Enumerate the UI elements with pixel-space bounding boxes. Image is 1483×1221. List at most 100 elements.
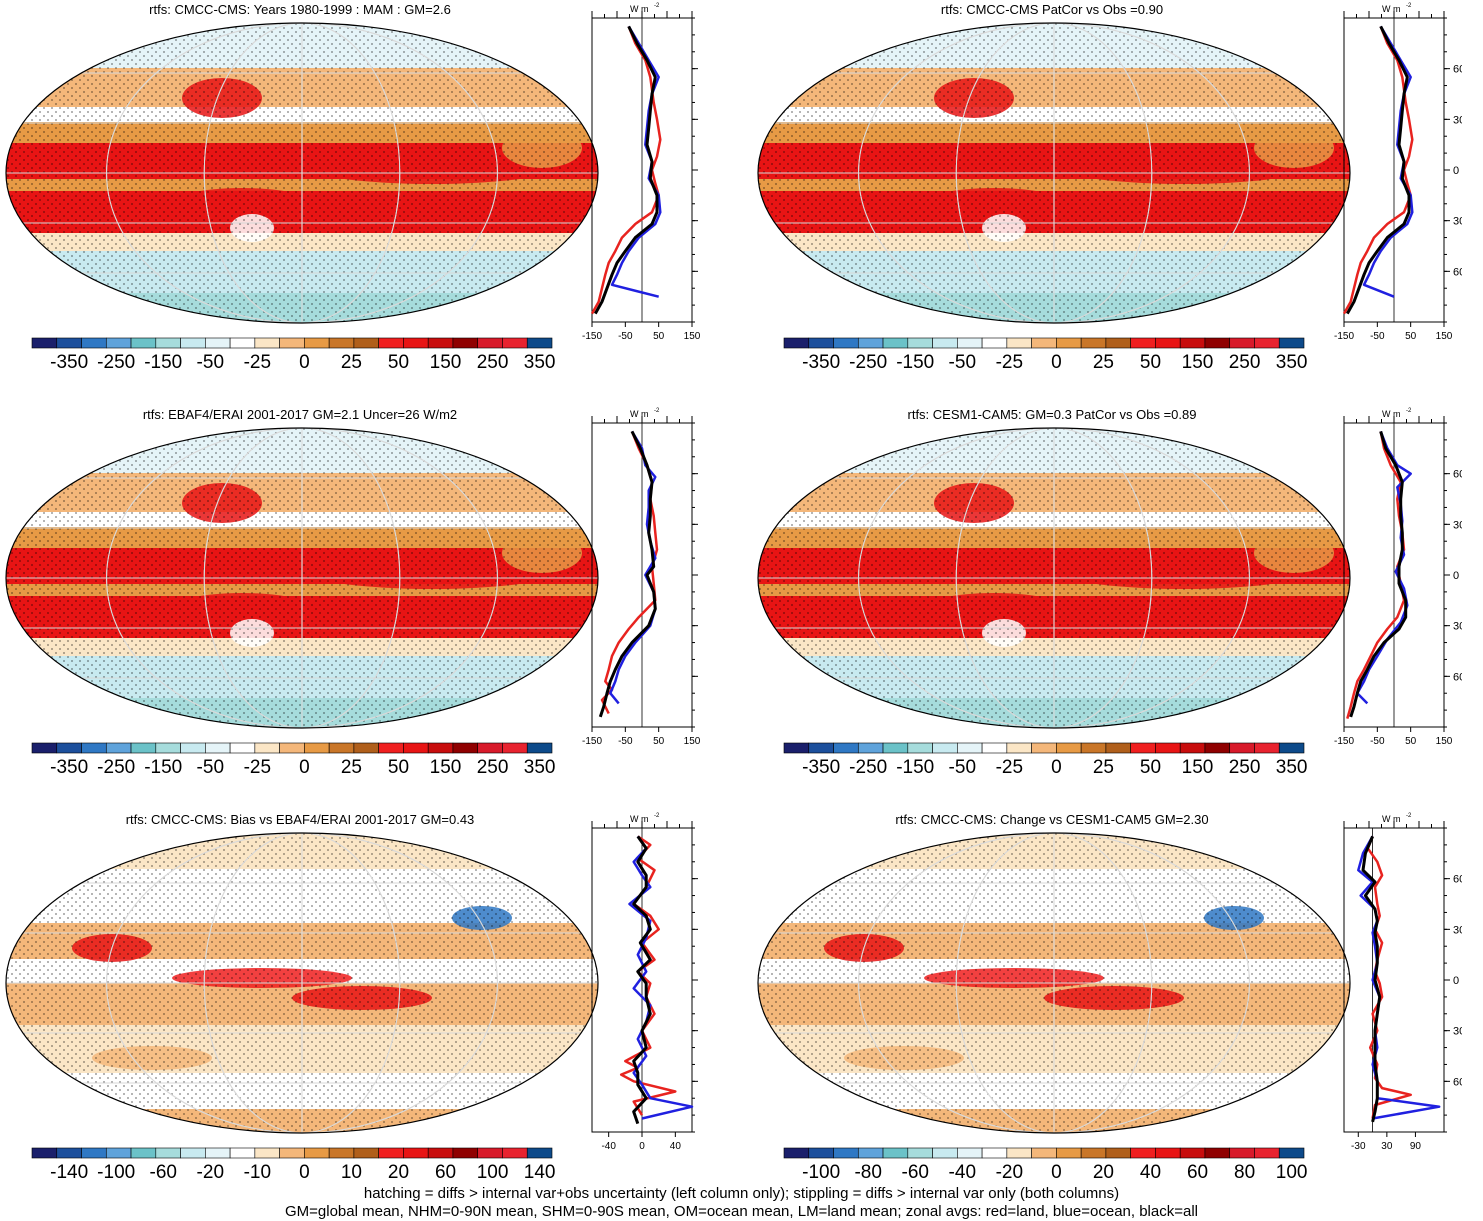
zonal-lat-tick: 30N xyxy=(1453,519,1462,531)
colorbar-swatch xyxy=(783,337,810,349)
colorbar-swatch xyxy=(857,742,884,754)
colorbar-tick-label: 100 xyxy=(477,1162,509,1183)
colorbar-swatch xyxy=(31,742,58,754)
colorbar: -350 -250 -150 -50 -25 0 25 50 150 250 350 xyxy=(783,337,1307,373)
colorbar-tick-label: -50 xyxy=(949,352,976,373)
colorbar-tick-label: -25 xyxy=(244,757,271,778)
map xyxy=(5,427,599,729)
colorbar-swatch xyxy=(981,1147,1008,1159)
zonal-series-black xyxy=(632,835,652,1125)
colorbar-tick-label: 350 xyxy=(524,757,556,778)
colorbar-tick-label: 250 xyxy=(477,757,509,778)
zonal-unit-label: W m xyxy=(1382,4,1401,14)
zonal-lat-tick: 0 xyxy=(1453,975,1459,987)
colorbar-swatch xyxy=(957,337,983,349)
zonal-x-tick: 50 xyxy=(1405,331,1417,342)
zonal-series-black xyxy=(1361,835,1382,1123)
zonal-x-tick: 150 xyxy=(684,736,700,747)
zonal-x-tick: -50 xyxy=(618,331,633,342)
colorbar-swatch xyxy=(1130,742,1156,754)
zonal-mean-plot: W m -2 60N 30N 0 30S 60S -30 30 90 xyxy=(1343,813,1462,1152)
colorbar-swatch xyxy=(304,1147,330,1159)
colorbar-tick-label: -100 xyxy=(97,1162,135,1183)
map xyxy=(5,832,599,1134)
colorbar-swatch xyxy=(254,1147,280,1159)
zonal-x-tick: -150 xyxy=(1334,736,1354,747)
colorbar-swatch xyxy=(229,337,256,349)
zonal-series-blue xyxy=(1362,25,1414,298)
colorbar-swatch xyxy=(328,337,355,349)
panel-1: rtfs: CMCC-CMS: Years 1980-1999 : MAM : … xyxy=(0,0,700,395)
colorbar: -350 -250 -150 -50 -25 0 25 50 150 250 350 xyxy=(31,742,556,778)
zonal-lat-tick: 30N xyxy=(1453,924,1462,936)
colorbar-swatch xyxy=(81,742,107,754)
colorbar-swatch xyxy=(1006,742,1032,754)
colorbar-tick-label: -350 xyxy=(50,352,88,373)
colorbar-swatch xyxy=(130,1147,157,1159)
zonal-x-tick: 50 xyxy=(1405,736,1417,747)
map xyxy=(757,22,1351,324)
zonal-unit-exponent: -2 xyxy=(1406,408,1412,414)
colorbar-swatch xyxy=(56,337,82,349)
colorbar-swatch xyxy=(932,742,958,754)
colorbar-swatch xyxy=(932,337,958,349)
colorbar-swatch xyxy=(1031,742,1057,754)
colorbar-tick-label: 250 xyxy=(1229,352,1261,373)
zonal-unit-label: W m xyxy=(630,409,649,419)
colorbar-swatch xyxy=(932,1147,958,1159)
colorbar-tick-label: 60 xyxy=(1187,1162,1208,1183)
zonal-series-black xyxy=(598,430,657,718)
zonal-series-blue xyxy=(1356,430,1412,705)
colorbar-swatch xyxy=(205,337,231,349)
zonal-x-tick: 50 xyxy=(653,331,665,342)
colorbar-tick-label: 0 xyxy=(1051,352,1062,373)
colorbar-swatch xyxy=(130,742,157,754)
zonal-lat-tick: 60S xyxy=(1453,266,1462,278)
colorbar-tick-label: 40 xyxy=(1140,1162,1161,1183)
colorbar-swatch xyxy=(205,742,231,754)
zonal-lat-tick: 60S xyxy=(1453,1076,1462,1088)
colorbar-tick-label: 20 xyxy=(1093,1162,1114,1183)
colorbar-swatch xyxy=(981,337,1008,349)
zonal-x-tick: 40 xyxy=(670,1141,682,1152)
zonal-lat-tick: 30N xyxy=(1453,114,1462,126)
zonal-series-red xyxy=(1342,25,1414,315)
zonal-lat-tick: 60N xyxy=(1453,469,1462,481)
colorbar-swatch xyxy=(1105,337,1131,349)
colorbar-swatch xyxy=(907,1147,933,1159)
colorbar-tick-label: 250 xyxy=(477,352,509,373)
colorbar-swatch xyxy=(808,1147,834,1159)
colorbar-swatch xyxy=(1130,1147,1156,1159)
colorbar-tick-label: 150 xyxy=(430,757,462,778)
zonal-x-tick: 150 xyxy=(1436,331,1453,342)
colorbar-swatch xyxy=(1278,1147,1305,1159)
zonal-x-tick: 0 xyxy=(639,1141,645,1152)
colorbar-tick-label: -50 xyxy=(197,757,224,778)
colorbar-swatch xyxy=(56,742,82,754)
zonal-lat-tick: 0 xyxy=(1453,165,1459,177)
colorbar-swatch xyxy=(427,337,454,349)
colorbar-tick-label: -100 xyxy=(802,1162,840,1183)
zonal-x-tick: -150 xyxy=(1334,331,1354,342)
colorbar-swatch xyxy=(155,337,181,349)
colorbar: -350 -250 -150 -50 -25 0 25 50 150 250 350 xyxy=(783,742,1307,778)
zonal-series-black xyxy=(1345,25,1411,315)
colorbar-swatch xyxy=(1006,1147,1032,1159)
colorbar-swatch xyxy=(56,1147,82,1159)
colorbar-tick-label: 350 xyxy=(524,352,556,373)
colorbar-tick-label: -50 xyxy=(197,352,224,373)
colorbar-swatch xyxy=(180,337,206,349)
colorbar-swatch xyxy=(304,742,330,754)
colorbar-swatch xyxy=(1056,742,1082,754)
zonal-series-blue xyxy=(609,430,657,705)
colorbar-tick-label: -150 xyxy=(896,352,934,373)
colorbar-swatch xyxy=(1031,1147,1057,1159)
colorbar-swatch xyxy=(502,742,528,754)
zonal-x-tick: 150 xyxy=(1436,736,1453,747)
panel-5: rtfs: CMCC-CMS: Bias vs EBAF4/ERAI 2001-… xyxy=(0,810,700,1185)
colorbar-swatch xyxy=(452,1147,479,1159)
colorbar-tick-label: 0 xyxy=(1051,1162,1062,1183)
colorbar-swatch xyxy=(808,337,834,349)
